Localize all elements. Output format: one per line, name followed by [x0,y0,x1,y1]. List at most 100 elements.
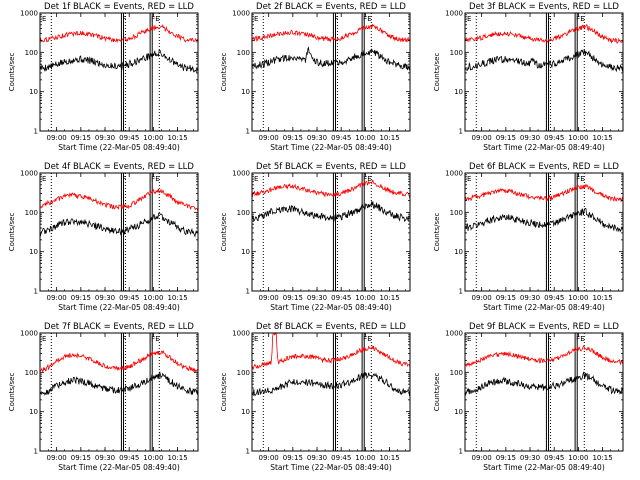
flag-label: E [367,335,371,343]
x-tick-label: 09:45 [331,454,351,462]
y-tick-label: 10 [241,88,250,96]
flag-label: F [576,175,580,183]
series-events-line [251,201,411,223]
x-tick-label: 09:30 [307,454,327,462]
y-tick-label: 100 [237,209,250,217]
x-axis-label: Start Time (22-Mar-05 08:49:40) [483,463,605,472]
y-tick-label: 100 [237,49,250,57]
y-axis-label: Counts/sec [220,213,228,252]
series-lld-line [464,345,624,368]
y-axis-label: Counts/sec [433,373,441,412]
flag-label: F [547,175,551,183]
series-events-line [464,48,624,73]
x-tick-label: 09:00 [472,134,492,142]
series-events-line [464,371,624,396]
y-tick-label: 10 [29,248,38,256]
x-tick-label: 09:00 [47,454,67,462]
series-lld-line [251,179,411,199]
x-tick-label: 09:00 [472,454,492,462]
y-axis-label: Counts/sec [8,213,16,252]
flag-label: E [254,335,258,343]
x-tick-label: 10:00 [568,134,588,142]
y-axis-label: Counts/sec [8,53,16,92]
flag-label: E [155,175,159,183]
series-events-line [39,212,199,238]
x-tick-label: 10:00 [355,294,375,302]
x-tick-label: 10:15 [592,454,612,462]
flag-label: F [547,335,551,343]
panel-title: Det 9f BLACK = Events, RED = LLD [469,322,619,332]
plot-frame [39,332,199,452]
y-tick-label: 1 [459,128,463,136]
x-tick-label: 09:45 [119,454,139,462]
y-tick-label: 10 [29,88,38,96]
flag-label: E [367,175,371,183]
x-axis-label: Start Time (22-Mar-05 08:49:40) [270,143,392,152]
y-tick-label: 10 [241,408,250,416]
x-tick-label: 10:00 [143,454,163,462]
x-tick-label: 09:00 [259,294,279,302]
flag-label: E [580,15,584,23]
x-tick-label: 10:15 [167,134,187,142]
y-tick-label: 1000 [445,10,463,18]
y-tick-label: 100 [450,209,463,217]
y-axis-label: Counts/sec [220,373,228,412]
y-tick-label: 1000 [232,330,250,338]
panel-title: Det 2f BLACK = Events, RED = LLD [256,2,406,12]
flag-label: E [155,335,159,343]
series-lld-line [251,24,411,43]
flag-label: E [254,175,258,183]
panel-det-3f: Det 3f BLACK = Events, RED = LLD Counts/s… [433,2,624,152]
flag-label: E [467,175,471,183]
flag-label: E [254,15,258,23]
x-tick-label: 09:30 [95,134,115,142]
plot-frame [251,332,411,452]
flag-label: F [334,335,338,343]
flag-label: F [122,335,126,343]
x-tick-label: 09:45 [331,134,351,142]
x-tick-label: 09:30 [95,454,115,462]
flag-label: E [42,15,46,23]
y-tick-label: 1000 [20,170,38,178]
flag-label: F [334,15,338,23]
x-tick-label: 09:00 [47,294,67,302]
x-axis-label: Start Time (22-Mar-05 08:49:40) [58,303,180,312]
x-tick-label: 09:15 [283,134,303,142]
x-tick-label: 09:45 [119,294,139,302]
x-tick-label: 10:00 [568,294,588,302]
y-tick-label: 1000 [20,330,38,338]
x-axis-label: Start Time (22-Mar-05 08:49:40) [483,143,605,152]
plot-frame [39,12,199,132]
y-tick-label: 1 [459,448,463,456]
y-tick-label: 100 [25,209,38,217]
panel-det-9f: Det 9f BLACK = Events, RED = LLD Counts/s… [433,322,624,472]
x-axis-label: Start Time (22-Mar-05 08:49:40) [483,303,605,312]
x-tick-label: 09:30 [520,134,540,142]
panel-det-6f: Det 6f BLACK = Events, RED = LLD Counts/s… [433,162,624,312]
x-tick-label: 10:15 [379,454,399,462]
y-tick-label: 100 [450,369,463,377]
y-tick-label: 100 [450,49,463,57]
y-tick-label: 1 [459,288,463,296]
x-tick-label: 09:30 [307,294,327,302]
flag-label: E [467,335,471,343]
panel-title: Det 1f BLACK = Events, RED = LLD [44,2,194,12]
plot-frame [464,12,624,132]
x-tick-label: 09:45 [331,294,351,302]
x-tick-label: 10:15 [379,294,399,302]
x-tick-label: 09:30 [307,134,327,142]
y-tick-label: 1 [34,288,38,296]
y-tick-label: 10 [29,408,38,416]
x-tick-label: 09:00 [259,454,279,462]
x-tick-label: 09:00 [47,134,67,142]
plot-frame [251,172,411,292]
y-tick-label: 1 [34,448,38,456]
y-tick-label: 10 [241,248,250,256]
x-tick-label: 10:00 [568,454,588,462]
panel-det-5f: Det 5f BLACK = Events, RED = LLD Counts/s… [220,162,411,312]
y-tick-label: 1000 [232,170,250,178]
y-tick-label: 1000 [445,330,463,338]
y-tick-label: 10 [454,88,463,96]
y-tick-label: 1000 [20,10,38,18]
